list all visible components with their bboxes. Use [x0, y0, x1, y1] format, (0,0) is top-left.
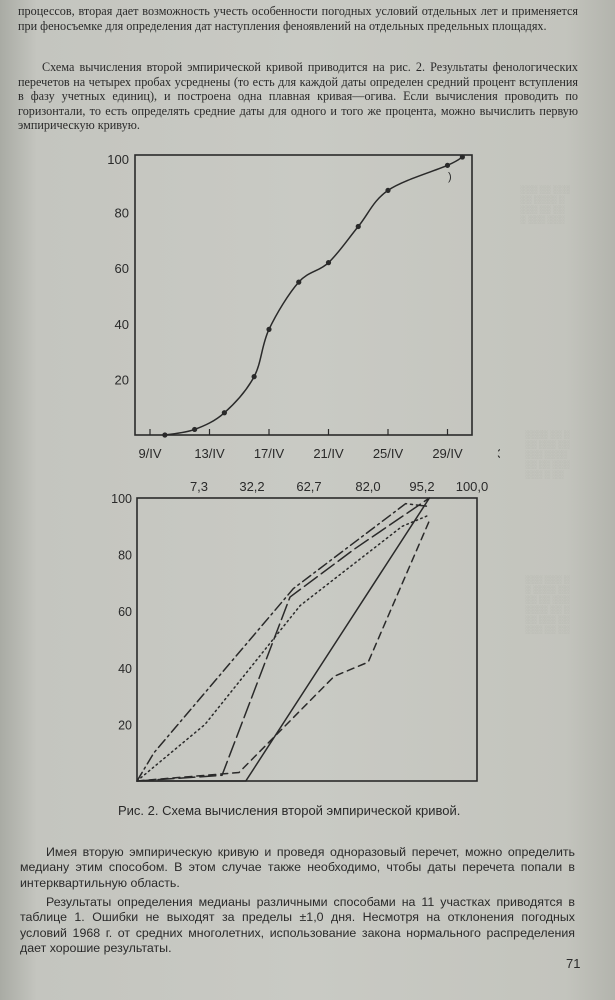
y-tick-label: 100	[107, 152, 129, 167]
series-line-dash-dot	[136, 502, 431, 782]
ogive-curve	[164, 156, 463, 436]
x-tick-label: 25/IV	[373, 446, 404, 461]
paragraph-results: Результаты определения медианы различным…	[20, 895, 575, 956]
y-tick-label: 20	[115, 372, 129, 387]
x-tick-label: 3/V	[497, 446, 500, 461]
figure-caption: Рис. 2. Схема вычисления второй эмпириче…	[118, 803, 461, 818]
top-tick-label: 32,2	[239, 479, 264, 494]
chart-annotation-mark: )	[448, 171, 452, 183]
data-point	[221, 410, 227, 416]
y-tick-label: 60	[118, 605, 132, 619]
y-tick-label: 20	[118, 718, 132, 732]
top-tick-label: 82,0	[355, 479, 380, 494]
y-tick-label: 80	[115, 206, 129, 221]
top-tick-label: 62,7	[296, 479, 321, 494]
y-tick-label: 40	[115, 317, 129, 332]
series-line-dotted	[136, 514, 431, 782]
data-point	[325, 260, 332, 266]
data-point	[192, 426, 198, 433]
data-point	[296, 279, 302, 285]
top-tick-label: 100,0	[456, 479, 489, 494]
data-point	[459, 154, 465, 160]
page-number: 71	[566, 956, 581, 971]
empirical-lines-chart: 20 40 60 80 100 7,3 32,2 62,7 82,0 95,2 100,0	[111, 479, 489, 782]
paragraph-median: Имея вторую эмпирическую кривую и провед…	[20, 845, 575, 890]
bleed-through-text: ░░░ ░░ ░░░ ░░ ░░░░ ░ ░░░ ░░ ░░ ░ ░░░ ░░░	[520, 185, 570, 224]
y-tick-label: 100	[111, 492, 132, 506]
top-tick-label: 7,3	[190, 479, 208, 494]
series-line-long-dash	[136, 497, 431, 782]
series-line-dashed	[136, 519, 431, 782]
ogive-chart: 20 40 60 80 100 9/IV 13/IV 17/IV 21/IV 25/IV 29/I…	[107, 152, 500, 461]
y-tick-label: 40	[118, 662, 132, 676]
chart-frame	[136, 497, 478, 782]
chart-frame	[134, 154, 473, 436]
x-tick-label: 17/IV	[254, 446, 285, 461]
y-tick-label: 80	[118, 549, 132, 563]
x-tick-label: 13/IV	[194, 446, 225, 461]
data-point	[444, 162, 451, 168]
top-tick-label: 95,2	[409, 479, 434, 494]
x-tick-label: 21/IV	[313, 446, 344, 461]
data-point	[385, 187, 391, 193]
data-point	[266, 326, 272, 332]
bleed-through-text: ░░░ ░░░ ░ ░ ░░░░ ░░ ░░ ░░ ░░░ ░░░░ ░░ ░ ░░ ░…	[525, 575, 570, 634]
series-line-solid	[136, 497, 431, 782]
bleed-through-text: ░░░░ ░░ ░ ░░ ░░░ ░░ ░░░ ░░░░ ░░ ░░ ░░░ ░░░ ░…	[525, 430, 570, 479]
data-point	[162, 432, 168, 438]
x-tick-label: 29/IV	[432, 446, 463, 461]
data-point	[251, 374, 257, 380]
paragraph-intro: процессов, вторая дает возможность учест…	[18, 4, 578, 33]
data-point	[355, 223, 361, 230]
paragraph-scheme: Схема вычисления второй эмпирической кри…	[18, 60, 578, 133]
x-tick-label: 9/IV	[138, 446, 161, 461]
y-tick-label: 60	[115, 261, 129, 276]
